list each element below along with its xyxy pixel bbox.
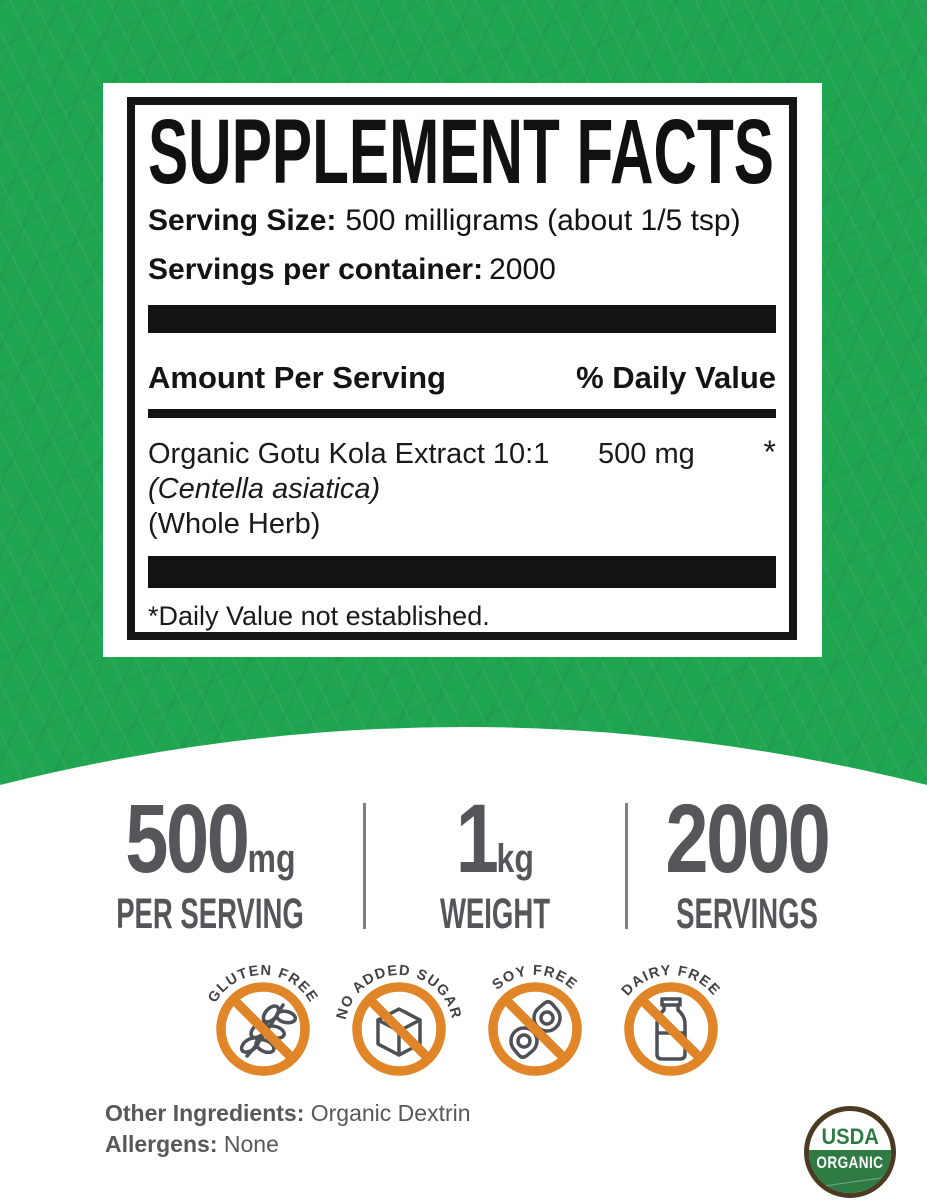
stat-per-serving: 500mg PER SERVING (60, 790, 360, 936)
serving-size-line: Serving Size: 500 milligrams (about 1/5 t… (148, 203, 776, 239)
ingredient-plant-part: (Whole Herb) (148, 508, 321, 540)
daily-value-footnote: *Daily Value not established. (148, 601, 490, 631)
serving-size-label: Serving Size: (148, 204, 337, 237)
stat-divider (625, 803, 628, 929)
organic-text: ORGANIC (816, 1152, 884, 1172)
dairy-free-badge: DAIRY FREE (619, 963, 724, 1076)
ingredient-latin-name: (Centella asiatica) (148, 473, 381, 505)
amount-per-serving-header: Amount Per Serving (148, 360, 446, 395)
supplement-facts-panel: SUPPLEMENT FACTS Serving Size: 500 millig… (127, 97, 797, 640)
dairy-free-label: DAIRY FREE (619, 963, 722, 999)
usda-seal-bottom: ORGANIC (809, 1149, 891, 1193)
usda-text: USDA (821, 1123, 879, 1149)
stat-unit: kg (496, 837, 535, 881)
usda-seal-top: USDA (809, 1111, 891, 1150)
svg-text:DAIRY FREE: DAIRY FREE (619, 963, 724, 999)
prohibition-circle (352, 982, 446, 1076)
allergens-label: Allergens: (105, 1131, 218, 1157)
stat-divider (363, 803, 366, 929)
panel-title: SUPPLEMENT FACTS (148, 113, 774, 189)
other-ingredients-value: Organic Dextrin (310, 1100, 471, 1126)
ingredient-amount: 500 mg (598, 438, 695, 470)
stat-value: 2000 (665, 784, 830, 893)
stat-label: SERVINGS (676, 890, 818, 938)
stat-label: WEIGHT (439, 890, 551, 938)
divider-bar-thick-bottom (148, 556, 776, 588)
gluten-free-badge: GLUTEN FREE (205, 963, 320, 1076)
stat-servings-number: 2000 (665, 790, 830, 887)
servings-line: Servings per container: 2000 (148, 252, 776, 288)
column-headers: Amount Per Serving % Daily Value (148, 360, 776, 396)
servings-value: 2000 (489, 253, 556, 286)
stat-servings: 2000 SERVINGS (597, 790, 897, 936)
servings-label: Servings per container: (148, 253, 484, 286)
stat-unit: mg (247, 837, 296, 881)
no-added-sugar-label: NO ADDED SUGAR (334, 963, 463, 1021)
stat-per-serving-number: 500mg (125, 790, 295, 887)
soy-free-badge: SOY FREE (488, 963, 582, 1076)
other-ingredients-block: Other Ingredients: Organic Dextrin Aller… (105, 1098, 471, 1160)
supplement-facts-card: SUPPLEMENT FACTS Serving Size: 500 millig… (103, 83, 822, 657)
no-added-sugar-badge: NO ADDED SUGAR (334, 963, 464, 1076)
allergens-line: Allergens: None (105, 1129, 471, 1160)
prohibition-circle (216, 982, 310, 1076)
divider-bar-thick (148, 305, 776, 333)
stat-label: PER SERVING (116, 890, 304, 938)
curve-divider (0, 727, 927, 785)
ingredient-name-block: Organic Gotu Kola Extract 10:1 (Centella… (148, 437, 598, 542)
stat-value: 500 (124, 784, 250, 893)
stat-weight: 1kg WEIGHT (365, 790, 625, 936)
ingredient-daily-value: * (763, 434, 776, 470)
soybean-icon (509, 1000, 562, 1059)
usda-organic-seal: USDA ORGANIC (804, 1106, 896, 1198)
allergens-value: None (223, 1131, 279, 1157)
svg-text:NO ADDED SUGAR: NO ADDED SUGAR (334, 963, 464, 1021)
prohibition-circle (488, 982, 582, 1076)
other-ingredients-label: Other Ingredients: (105, 1100, 305, 1126)
stat-weight-number: 1kg (456, 790, 534, 887)
free-from-badges: GLUTEN FREE NO ADDED SUGAR (195, 935, 739, 1077)
ingredient-name: Organic Gotu Kola Extract 10:1 (148, 438, 550, 470)
stat-value: 1 (455, 784, 499, 893)
other-ingredients-line: Other Ingredients: Organic Dextrin (105, 1098, 471, 1129)
divider-bar-thin (148, 409, 776, 418)
prohibition-circle (624, 982, 718, 1076)
panel-title-text: SUPPLEMENT FACTS (148, 113, 774, 189)
ingredient-row: Organic Gotu Kola Extract 10:1 (Centella… (148, 434, 776, 542)
serving-size-value: 500 milligrams (about 1/5 tsp) (345, 204, 741, 237)
daily-value-header: % Daily Value (576, 360, 776, 395)
